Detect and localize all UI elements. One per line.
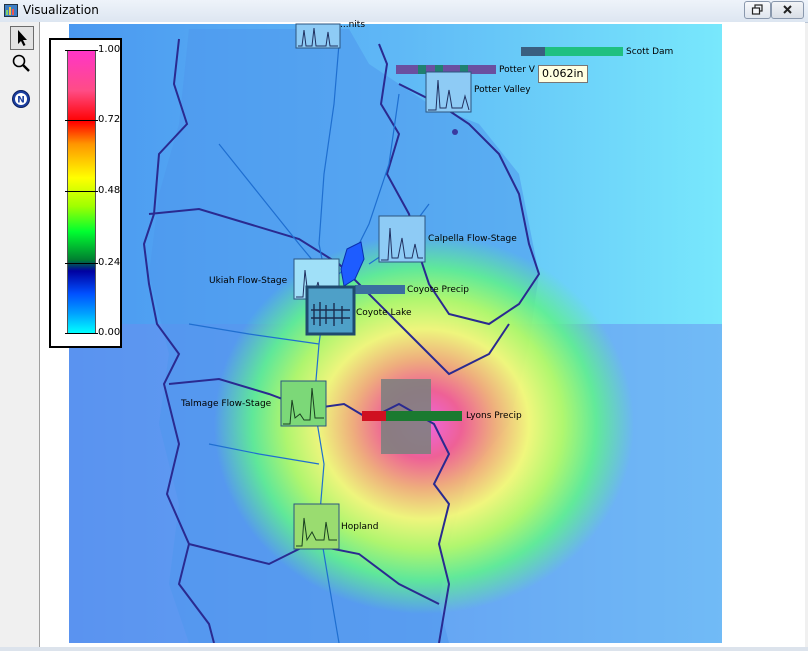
zoom-icon bbox=[12, 54, 30, 72]
info-tool-button[interactable]: N bbox=[10, 88, 34, 112]
lyons-precip-bar[interactable] bbox=[362, 411, 462, 421]
info-icon: N bbox=[12, 90, 30, 108]
top-station-label: ...nits bbox=[340, 20, 366, 30]
pointer-tool-button[interactable] bbox=[10, 26, 34, 50]
calpella-label: Calpella Flow-Stage bbox=[428, 234, 517, 244]
calpella-hydrograph[interactable] bbox=[378, 215, 426, 263]
coyote-lake bbox=[340, 241, 365, 287]
scott-dam-label: Scott Dam bbox=[626, 47, 674, 57]
color-legend: 1.00 0.72 0.48 0.24 0.00 bbox=[49, 38, 122, 348]
potter-v-label: Potter V bbox=[499, 65, 535, 75]
legend-tick-label: 0.24 bbox=[98, 257, 121, 268]
legend-tick-label: 0.00 bbox=[98, 327, 121, 338]
potter-precip-bar[interactable] bbox=[396, 65, 496, 74]
talmage-label: Talmage Flow-Stage bbox=[181, 399, 272, 409]
hopland-hydrograph[interactable] bbox=[293, 503, 340, 550]
scott-dam-precip-bar[interactable] bbox=[521, 47, 623, 56]
close-icon bbox=[783, 5, 792, 14]
river-network bbox=[188, 43, 430, 643]
talmage-hydrograph[interactable] bbox=[280, 380, 327, 427]
value-tooltip: 0.062in bbox=[538, 65, 588, 83]
pointer-icon bbox=[18, 30, 27, 46]
legend-tick bbox=[65, 191, 98, 192]
potter-valley-label: Potter Valley bbox=[474, 85, 531, 95]
legend-tick-label: 1.00 bbox=[98, 44, 121, 55]
legend-color-ramp bbox=[67, 50, 96, 334]
potter-valley-station bbox=[452, 129, 458, 135]
coyote-lake-label: Coyote Lake bbox=[356, 308, 412, 318]
precipitation-map[interactable] bbox=[69, 24, 722, 643]
legend-tick-label: 0.72 bbox=[98, 114, 121, 125]
tool-strip: N bbox=[0, 22, 39, 647]
zoom-tool-button[interactable] bbox=[10, 52, 34, 76]
restore-button[interactable] bbox=[744, 1, 771, 19]
visualization-app-icon bbox=[4, 4, 18, 17]
top-station-hydrograph[interactable] bbox=[295, 23, 341, 49]
legend-tick-label: 0.48 bbox=[98, 185, 121, 196]
coyote-precip-bar[interactable] bbox=[355, 285, 405, 294]
window-bottom-border bbox=[0, 647, 808, 651]
restore-icon bbox=[751, 4, 763, 15]
potter-valley-hydrograph[interactable] bbox=[425, 71, 472, 113]
ukiah-label: Ukiah Flow-Stage bbox=[209, 276, 288, 286]
close-button[interactable] bbox=[771, 1, 804, 19]
hopland-label: Hopland bbox=[341, 522, 379, 532]
legend-tick bbox=[65, 333, 98, 334]
legend-tick bbox=[65, 263, 98, 264]
window-title: Visualization bbox=[23, 3, 99, 17]
legend-tick bbox=[65, 120, 98, 121]
svg-text:N: N bbox=[17, 96, 25, 106]
legend-tick bbox=[65, 50, 98, 51]
lyons-precip-label: Lyons Precip bbox=[466, 411, 522, 421]
coyote-precip-label: Coyote Precip bbox=[407, 285, 470, 295]
coyote-lake-hydrograph[interactable] bbox=[305, 285, 356, 336]
